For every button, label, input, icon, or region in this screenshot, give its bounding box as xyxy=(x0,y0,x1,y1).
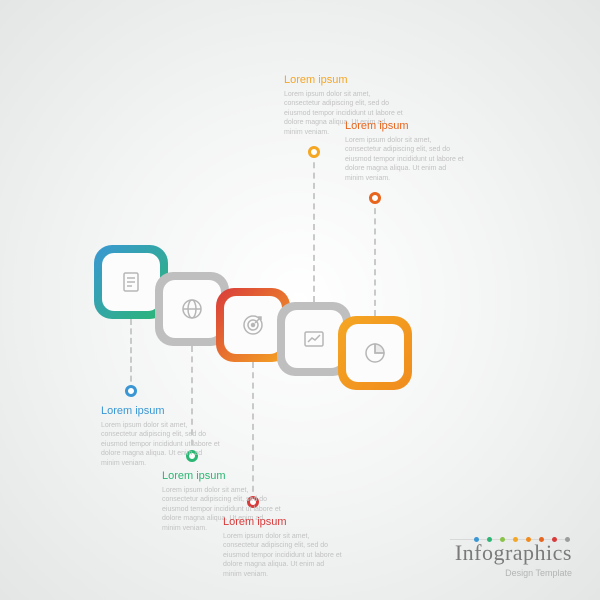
step-title-4: Lorem ipsum xyxy=(284,74,404,86)
document-icon xyxy=(102,253,160,311)
footer-title: Infographics xyxy=(455,540,572,566)
step-body-3: Lorem ipsum dolor sit amet, consectetur … xyxy=(223,532,343,579)
connector-line-5 xyxy=(374,198,376,316)
chart-icon xyxy=(285,310,343,368)
connector-ring-5 xyxy=(369,192,381,204)
target-icon xyxy=(224,296,282,354)
step-body-5: Lorem ipsum dolor sit amet, consectetur … xyxy=(345,136,465,183)
step-text-1: Lorem ipsum Lorem ipsum dolor sit amet, c… xyxy=(101,405,221,468)
pie-icon xyxy=(346,324,404,382)
footer: Infographics Design Template xyxy=(455,540,572,578)
infographic-stage: Lorem ipsum Lorem ipsum dolor sit amet, c… xyxy=(0,0,600,600)
connector-line-1 xyxy=(130,319,132,391)
step-node-5 xyxy=(338,316,412,390)
step-text-5: Lorem ipsum Lorem ipsum dolor sit amet, c… xyxy=(345,120,465,183)
step-text-3: Lorem ipsum Lorem ipsum dolor sit amet, c… xyxy=(223,516,343,579)
step-title-1: Lorem ipsum xyxy=(101,405,221,417)
connector-line-4 xyxy=(313,152,315,302)
step-title-3: Lorem ipsum xyxy=(223,516,343,528)
connector-ring-1 xyxy=(125,385,137,397)
step-title-5: Lorem ipsum xyxy=(345,120,465,132)
footer-subtitle: Design Template xyxy=(455,568,572,578)
step-title-2: Lorem ipsum xyxy=(162,470,282,482)
step-body-1: Lorem ipsum dolor sit amet, consectetur … xyxy=(101,421,221,468)
connector-ring-4 xyxy=(308,146,320,158)
globe-icon xyxy=(163,280,221,338)
